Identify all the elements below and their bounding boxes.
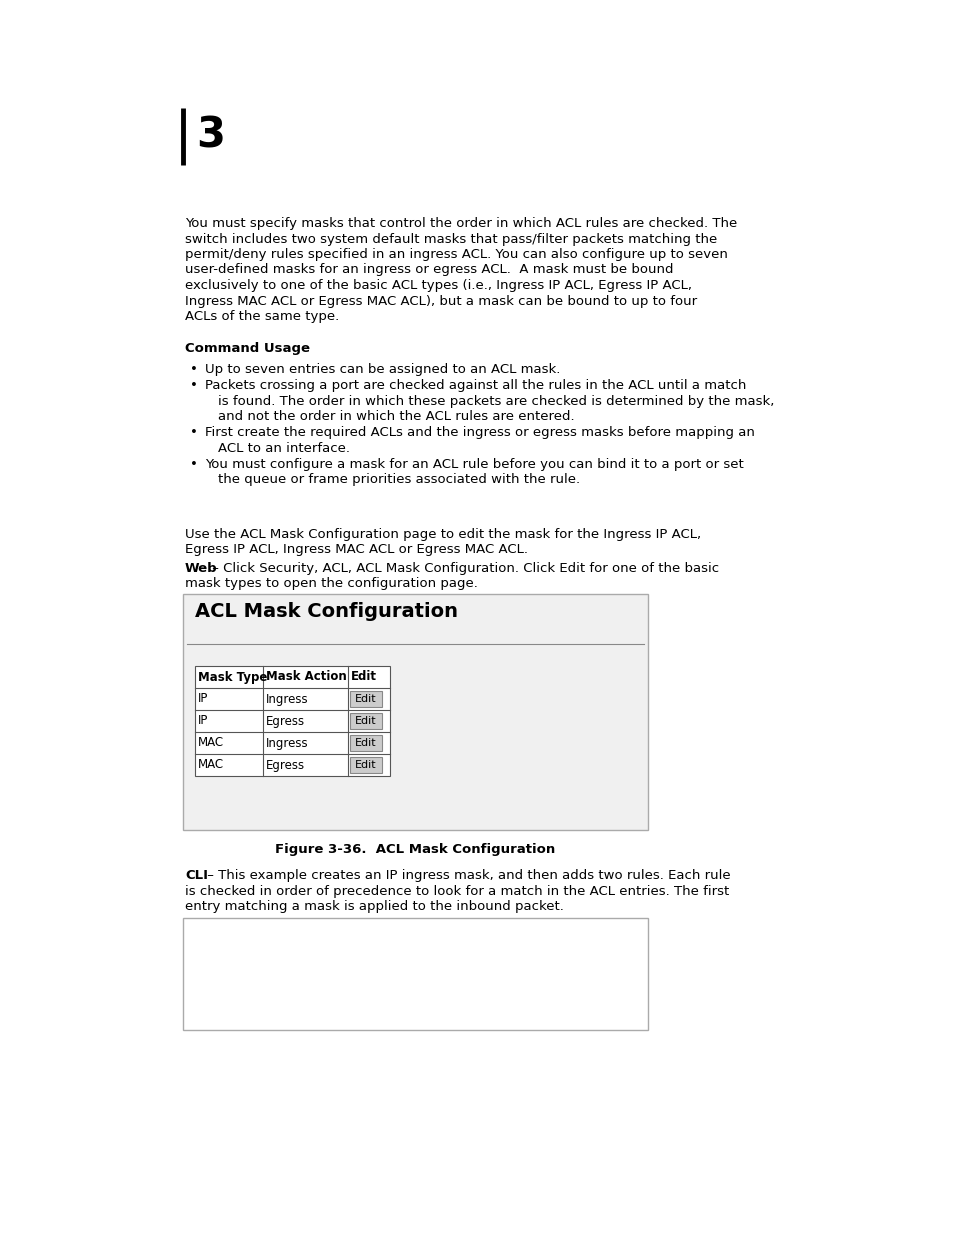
Text: – This example creates an IP ingress mask, and then adds two rules. Each rule: – This example creates an IP ingress mas… xyxy=(203,869,730,882)
Bar xyxy=(350,735,381,751)
Text: user-defined masks for an ingress or egress ACL.  A mask must be bound: user-defined masks for an ingress or egr… xyxy=(185,263,673,277)
Text: and not the order in which the ACL rules are entered.: and not the order in which the ACL rules… xyxy=(218,410,574,424)
Text: Ingress: Ingress xyxy=(266,736,309,750)
Text: Use the ACL Mask Configuration page to edit the mask for the Ingress IP ACL,: Use the ACL Mask Configuration page to e… xyxy=(185,529,700,541)
Text: ACL Mask Configuration: ACL Mask Configuration xyxy=(194,601,457,621)
Text: Packets crossing a port are checked against all the rules in the ACL until a mat: Packets crossing a port are checked agai… xyxy=(205,379,745,391)
Text: Edit: Edit xyxy=(355,739,376,748)
Text: Edit: Edit xyxy=(355,716,376,726)
Text: •: • xyxy=(190,379,197,391)
Bar xyxy=(183,594,647,830)
Text: You must configure a mask for an ACL rule before you can bind it to a port or se: You must configure a mask for an ACL rul… xyxy=(205,458,743,471)
Text: mask types to open the configuration page.: mask types to open the configuration pag… xyxy=(185,578,477,590)
Bar xyxy=(350,692,381,706)
Text: Mask Action: Mask Action xyxy=(266,671,346,683)
Text: •: • xyxy=(190,426,197,438)
Text: is checked in order of precedence to look for a match in the ACL entries. The fi: is checked in order of precedence to loo… xyxy=(185,884,728,898)
Text: Edit: Edit xyxy=(351,671,376,683)
Text: Ingress MAC ACL or Egress MAC ACL), but a mask can be bound to up to four: Ingress MAC ACL or Egress MAC ACL), but … xyxy=(185,294,697,308)
Text: permit/deny rules specified in an ingress ACL. You can also configure up to seve: permit/deny rules specified in an ingres… xyxy=(185,248,727,261)
Text: Edit: Edit xyxy=(355,694,376,704)
Text: First create the required ACLs and the ingress or egress masks before mapping an: First create the required ACLs and the i… xyxy=(205,426,754,438)
Text: MAC: MAC xyxy=(198,758,224,772)
Text: You must specify masks that control the order in which ACL rules are checked. Th: You must specify masks that control the … xyxy=(185,217,737,230)
Text: IP: IP xyxy=(198,715,208,727)
Text: Command Usage: Command Usage xyxy=(185,342,310,354)
Text: 3: 3 xyxy=(195,114,225,156)
Text: IP: IP xyxy=(198,693,208,705)
Text: is found. The order in which these packets are checked is determined by the mask: is found. The order in which these packe… xyxy=(218,394,774,408)
Text: entry matching a mask is applied to the inbound packet.: entry matching a mask is applied to the … xyxy=(185,900,563,913)
Text: – Click Security, ACL, ACL Mask Configuration. Click Edit for one of the basic: – Click Security, ACL, ACL Mask Configur… xyxy=(208,562,719,576)
Text: Egress: Egress xyxy=(266,758,305,772)
Text: Egress: Egress xyxy=(266,715,305,727)
Text: Egress IP ACL, Ingress MAC ACL or Egress MAC ACL.: Egress IP ACL, Ingress MAC ACL or Egress… xyxy=(185,543,527,557)
Text: ACLs of the same type.: ACLs of the same type. xyxy=(185,310,339,324)
Text: Web: Web xyxy=(185,562,217,576)
Text: Mask Type: Mask Type xyxy=(198,671,267,683)
Bar xyxy=(350,713,381,729)
Text: Edit: Edit xyxy=(355,760,376,769)
Text: MAC: MAC xyxy=(198,736,224,750)
Text: ACL to an interface.: ACL to an interface. xyxy=(218,441,350,454)
Text: the queue or frame priorities associated with the rule.: the queue or frame priorities associated… xyxy=(218,473,579,487)
Text: •: • xyxy=(190,458,197,471)
Text: Up to seven entries can be assigned to an ACL mask.: Up to seven entries can be assigned to a… xyxy=(205,363,559,375)
Text: •: • xyxy=(190,363,197,375)
Text: CLI: CLI xyxy=(185,869,208,882)
Text: switch includes two system default masks that pass/filter packets matching the: switch includes two system default masks… xyxy=(185,232,717,246)
Bar xyxy=(194,666,390,776)
Text: Ingress: Ingress xyxy=(266,693,309,705)
Bar xyxy=(183,918,647,1030)
Text: Figure 3-36.  ACL Mask Configuration: Figure 3-36. ACL Mask Configuration xyxy=(275,844,555,856)
Bar xyxy=(350,757,381,773)
Text: exclusively to one of the basic ACL types (i.e., Ingress IP ACL, Egress IP ACL,: exclusively to one of the basic ACL type… xyxy=(185,279,691,291)
